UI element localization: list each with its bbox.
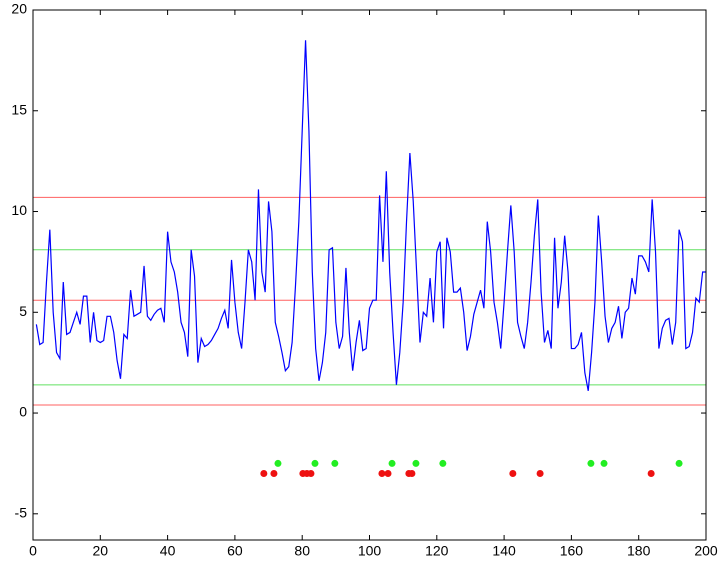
marker-dot [600, 459, 608, 467]
marker-dot [378, 469, 386, 477]
marker-dot [270, 469, 278, 477]
x-tick-label: 160 [560, 543, 584, 559]
marker-dot [647, 469, 655, 477]
x-tick-label: 200 [694, 543, 718, 559]
y-tick-label: 0 [19, 404, 27, 420]
y-tick-label: 15 [11, 101, 27, 117]
marker-dot [536, 469, 544, 477]
marker-dot [260, 469, 268, 477]
marker-dot [412, 459, 420, 467]
data-line [35, 40, 706, 391]
x-tick-label: 140 [492, 543, 516, 559]
marker-dot [274, 459, 282, 467]
x-tick-label: 180 [627, 543, 651, 559]
x-tick-label: 100 [358, 543, 382, 559]
y-tick-label: 20 [11, 1, 27, 17]
x-tick-label: 0 [29, 543, 37, 559]
y-tick-label: -5 [15, 505, 28, 521]
marker-dot [675, 459, 683, 467]
marker-dot [307, 469, 315, 477]
marker-dot [388, 459, 396, 467]
x-tick-label: 40 [160, 543, 176, 559]
x-tick-label: 120 [425, 543, 449, 559]
x-tick-label: 80 [294, 543, 310, 559]
marker-dot [587, 459, 595, 467]
y-tick-label: 5 [19, 303, 27, 319]
marker-dot [439, 459, 447, 467]
plot-frame [32, 9, 707, 541]
marker-dot [509, 469, 517, 477]
marker-dot [408, 469, 416, 477]
marker-dot [311, 459, 319, 467]
x-tick-label: 20 [93, 543, 109, 559]
y-tick-label: 10 [11, 202, 27, 218]
marker-dot [331, 459, 339, 467]
x-tick-label: 60 [227, 543, 243, 559]
marker-dot [384, 469, 392, 477]
